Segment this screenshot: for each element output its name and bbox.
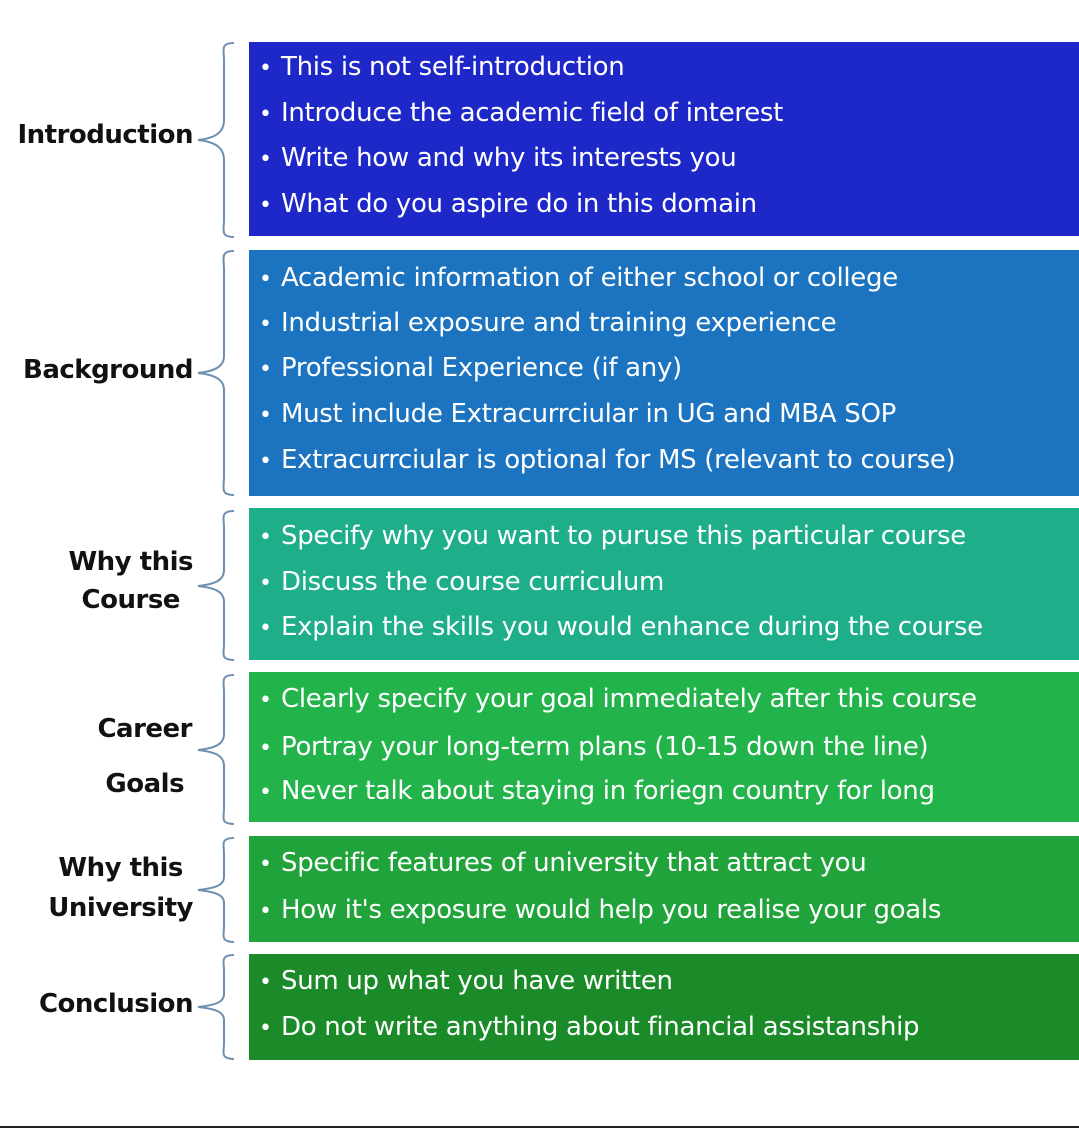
bullet-text: Academic information of either school or…: [281, 263, 898, 293]
bullet-text: Discuss the course curriculum: [281, 567, 665, 597]
content-box-career-goals: • Clearly specify your goal immediately a…: [249, 672, 1079, 822]
brace-icon: [197, 674, 235, 825]
section-label-conclusion: Conclusion: [38, 989, 194, 1019]
brace-icon: [197, 954, 235, 1060]
content-box-background: • Academic information of either school o…: [249, 250, 1079, 496]
section-label-why-this-university: Why this University: [48, 853, 193, 923]
section-label-career-goals: Career Goals: [97, 714, 192, 799]
content-box-why-this-university: • Specific features of university that at…: [249, 836, 1079, 942]
bullet-text: Must include Extracurrciular in UG and M…: [281, 399, 896, 429]
section-label-background: Background: [23, 355, 194, 385]
bullet-text: Specify why you want to puruse this part…: [281, 521, 966, 551]
content-box-conclusion: • Sum up what you have written • Do not wr…: [249, 954, 1079, 1060]
content-box-introduction: • This is not self-introduction • Introduc…: [249, 42, 1079, 236]
brace-icon: [197, 837, 235, 943]
bullet-text: Do not write anything about financial as…: [281, 1012, 920, 1042]
section-label-introduction: Introduction: [17, 120, 193, 150]
bullet-text: Professional Experience (if any): [281, 353, 682, 383]
bullet-text: Specific features of university that att…: [281, 848, 867, 878]
brace-icon: [197, 42, 235, 238]
brace-icon: [197, 250, 235, 496]
bullet-text: How it's exposure would help you realise…: [281, 895, 942, 925]
section-label-why-this-course: Why this Course: [68, 547, 193, 615]
bullet-text: Explain the skills you would enhance dur…: [281, 612, 983, 642]
bullet-text: Introduce the academic field of interest: [281, 98, 784, 128]
bottom-divider: [0, 1126, 1079, 1128]
bullet-text: What do you aspire do in this domain: [281, 189, 757, 219]
bullet-text: Write how and why its interests you: [281, 143, 737, 173]
bullet-text: Never talk about staying in foriegn coun…: [281, 776, 935, 806]
bullet-text: Extracurrciular is optional for MS (rele…: [281, 445, 956, 475]
bullet-text: Sum up what you have written: [281, 966, 673, 996]
bullet-text: This is not self-introduction: [281, 52, 625, 82]
bullet-text: Industrial exposure and training experie…: [281, 308, 837, 338]
brace-icon: [197, 510, 235, 661]
content-box-why-this-course: • Specify why you want to puruse this par…: [249, 508, 1079, 660]
bullet-text: Clearly specify your goal immediately af…: [281, 684, 977, 714]
bullet-text: Portray your long-term plans (10-15 down…: [281, 732, 929, 762]
